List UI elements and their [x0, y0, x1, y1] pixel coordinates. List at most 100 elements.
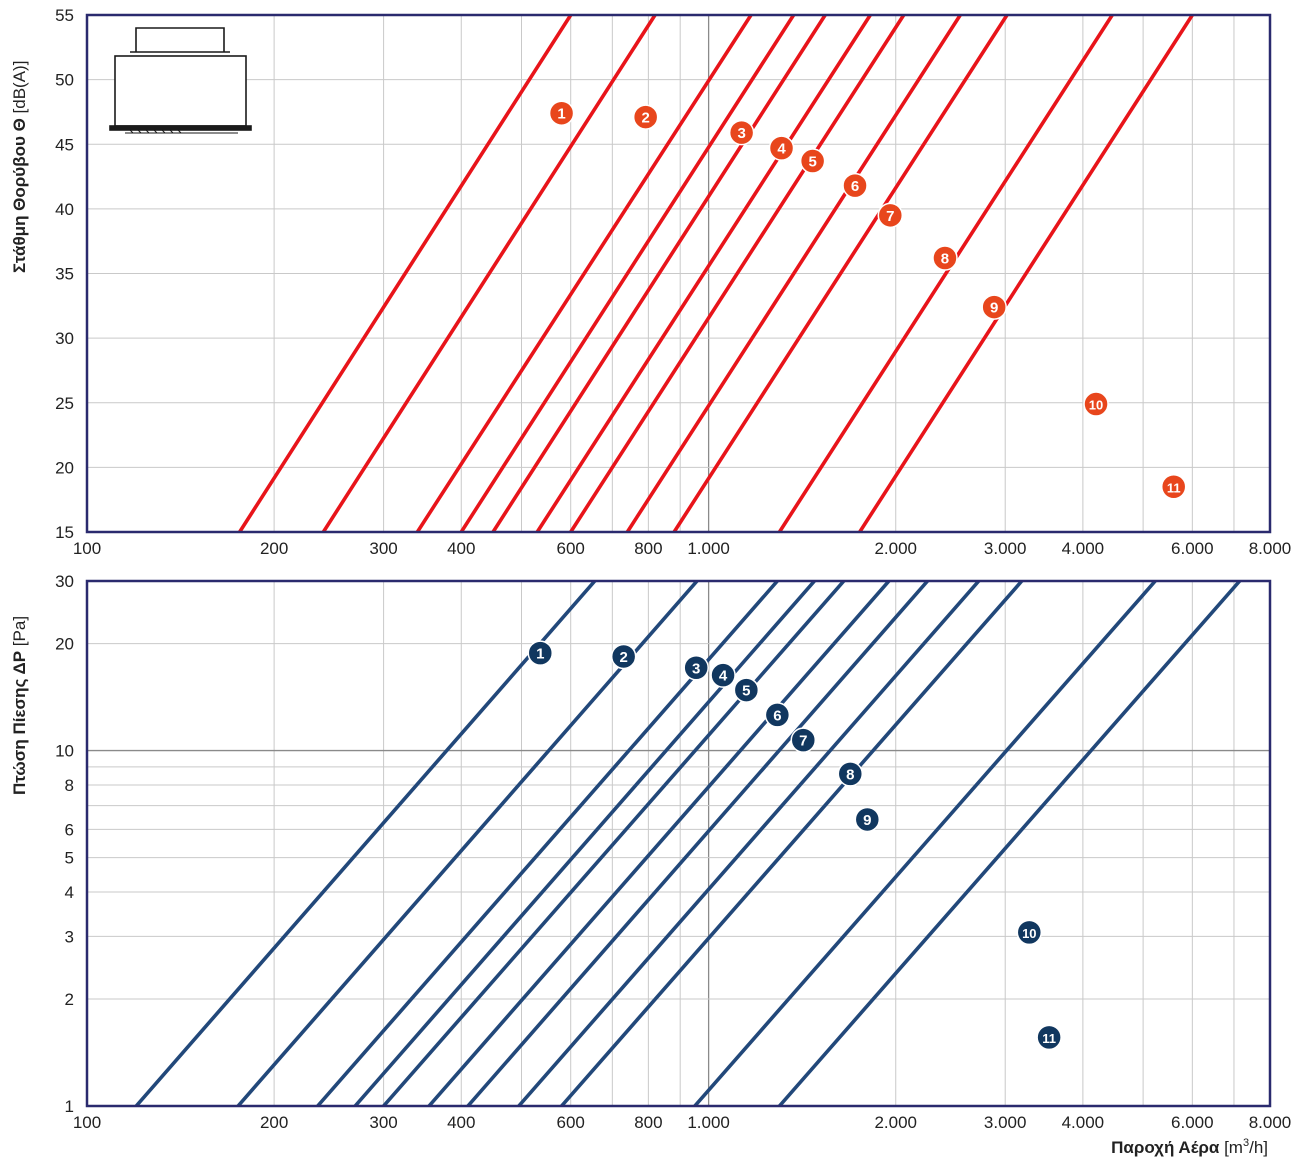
pressure-series-marker-6: 6 — [764, 702, 791, 728]
pressure-series-line-11 — [777, 581, 1242, 1106]
pressure-marker-circle — [527, 640, 554, 666]
pressure-marker-circle — [854, 806, 881, 833]
noise-x-tick-label: 1.000 — [687, 539, 730, 558]
pressure-series-marker-7: 7 — [790, 727, 817, 753]
noise-x-tick-label: 2.000 — [874, 539, 917, 558]
pressure-marker-label: 2 — [619, 649, 627, 666]
noise-series-line-2 — [321, 15, 657, 532]
noise-x-tick-label: 3.000 — [984, 539, 1027, 558]
pressure-series-marker-9: 9 — [854, 806, 881, 833]
pressure-y-tick-label: 3 — [65, 927, 74, 946]
noise-series-marker-11: 11 — [1160, 474, 1187, 500]
pressure-x-tick-label: 3.000 — [984, 1113, 1027, 1132]
noise-marker-circle — [728, 119, 755, 146]
noise-series-line-7 — [568, 15, 906, 532]
pressure-marker-label: 7 — [799, 733, 807, 750]
pressure-y-tick-label: 2 — [65, 990, 74, 1009]
pressure-x-tick-label: 100 — [73, 1113, 101, 1132]
pressure-marker-label: 10 — [1022, 926, 1036, 941]
pressure-marker-label: 9 — [863, 812, 871, 829]
pressure-series-marker-5: 5 — [733, 677, 760, 703]
pressure-marker-label: 11 — [1042, 1031, 1056, 1046]
noise-marker-circle — [548, 100, 575, 126]
pressure-marker-label: 8 — [846, 766, 854, 783]
pressure-marker-circle — [1036, 1024, 1062, 1051]
noise-marker-label: 11 — [1167, 480, 1181, 495]
noise-x-tick-label: 300 — [369, 539, 397, 558]
pressure-y-tick-label: 6 — [65, 820, 74, 839]
pressure-y-tick-label: 10 — [55, 742, 74, 761]
noise-series-line-10 — [777, 15, 1115, 532]
noise-series-marker-10: 10 — [1083, 391, 1109, 417]
noise-y-tick-label: 25 — [55, 394, 74, 413]
noise-marker-circle — [877, 202, 904, 229]
noise-series-line-4 — [459, 15, 796, 532]
pressure-marker-circle — [683, 655, 709, 681]
pressure-series-line-8 — [516, 581, 981, 1106]
noise-series-marker-4: 4 — [768, 135, 795, 161]
noise-series-line-1 — [237, 15, 573, 532]
pressure-x-tick-label: 2.000 — [874, 1113, 917, 1132]
noise-series-line-8 — [625, 15, 963, 532]
noise-marker-label: 5 — [808, 154, 816, 171]
pressure-x-tick-label: 300 — [369, 1113, 397, 1132]
noise-series-marker-5: 5 — [799, 148, 826, 174]
noise-series-marker-6: 6 — [842, 172, 868, 199]
noise-marker-circle — [932, 245, 958, 271]
pressure-x-tick-label: 8.000 — [1249, 1113, 1292, 1132]
noise-marker-label: 10 — [1089, 398, 1103, 413]
pressure-marker-label: 6 — [773, 707, 781, 724]
pressure-y-tick-label: 4 — [65, 883, 74, 902]
pressure-marker-circle — [837, 761, 864, 787]
noise-x-tick-label: 200 — [260, 539, 288, 558]
noise-series-line-9 — [672, 15, 1009, 532]
noise-series-marker-1: 1 — [548, 100, 575, 126]
noise-marker-label: 1 — [557, 106, 565, 123]
noise-marker-label: 6 — [851, 178, 859, 195]
noise-x-tick-label: 400 — [447, 539, 475, 558]
noise-series-marker-8: 8 — [932, 245, 958, 271]
noise-y-tick-label: 45 — [55, 135, 74, 154]
pressure-series-marker-3: 3 — [683, 655, 709, 681]
noise-marker-circle — [799, 148, 826, 174]
noise-marker-circle — [632, 104, 659, 130]
pressure-series-lines — [134, 581, 1242, 1106]
noise-y-tick-label: 15 — [55, 523, 74, 542]
pressure-x-tick-label: 600 — [557, 1113, 585, 1132]
noise-marker-circle — [768, 135, 795, 161]
pressure-x-tick-label: 1.000 — [687, 1113, 730, 1132]
pressure-series-line-7 — [466, 581, 930, 1106]
pressure-marker-label: 5 — [742, 683, 750, 700]
pressure-marker-circle — [790, 727, 817, 753]
noise-x-tick-label: 6.000 — [1171, 539, 1214, 558]
noise-y-tick-label: 50 — [55, 71, 74, 90]
noise-marker-circle — [1083, 391, 1109, 417]
noise-y-tick-label: 55 — [55, 6, 74, 25]
noise-marker-circle — [842, 172, 868, 199]
pressure-series-line-6 — [427, 581, 891, 1106]
pressure-x-tick-label: 6.000 — [1171, 1113, 1214, 1132]
pressure-series-line-5 — [381, 581, 846, 1106]
pressure-chart-grid — [86, 580, 1271, 1107]
noise-y-tick-label: 35 — [55, 265, 74, 284]
noise-x-tick-label: 800 — [634, 539, 662, 558]
noise-series-line-5 — [491, 15, 827, 532]
noise-marker-circle — [981, 294, 1007, 320]
pressure-y-axis-title: Πτώση Πίεσης ΔP [Pa] — [10, 616, 29, 795]
pressure-x-tick-label: 400 — [447, 1113, 475, 1132]
pressure-marker-circle — [610, 643, 637, 670]
noise-marker-label: 3 — [737, 125, 745, 142]
pressure-series-marker-10: 10 — [1016, 919, 1043, 946]
pressure-marker-label: 3 — [692, 660, 700, 677]
diffuser-icon — [109, 27, 252, 134]
pressure-series-marker-2: 2 — [610, 643, 637, 670]
pressure-y-tick-label: 5 — [65, 849, 74, 868]
pressure-y-tick-label: 20 — [55, 635, 74, 654]
noise-marker-circle — [1160, 474, 1187, 500]
pressure-marker-circle — [733, 677, 760, 703]
pressure-series-line-10 — [692, 581, 1158, 1106]
noise-y-axis-title: Στάθμη Θορύβου Θ [dB(A)] — [10, 61, 29, 273]
